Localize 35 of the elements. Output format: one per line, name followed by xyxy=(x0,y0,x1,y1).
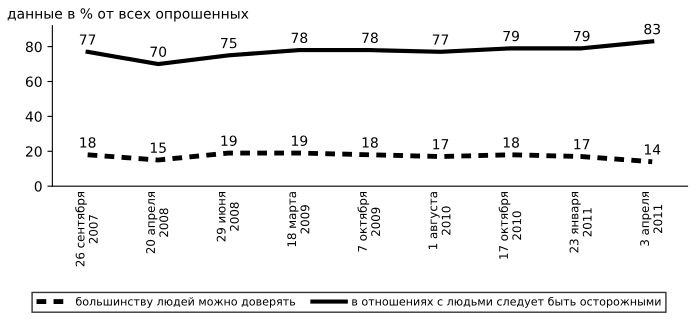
data-label: 77 xyxy=(80,34,96,45)
data-label: 19 xyxy=(292,135,308,146)
data-label: 79 xyxy=(574,30,590,42)
x-tick-label: 23 января 2011 xyxy=(570,192,592,253)
data-label: 18 xyxy=(362,137,378,148)
y-tick-label: 0 xyxy=(34,181,42,192)
data-label: 17 xyxy=(574,139,590,150)
legend-label: в отношениях с людьми следует быть осторожными xyxy=(352,296,660,308)
data-label: 19 xyxy=(221,135,237,146)
data-label: 17 xyxy=(433,139,448,150)
data-label: 18 xyxy=(504,137,519,148)
data-label: 77 xyxy=(432,34,448,45)
data-label: 18 xyxy=(80,137,96,148)
legend-label: большинству людей можно доверять xyxy=(76,296,296,308)
y-tick-label: 80 xyxy=(26,42,42,52)
y-tick-label: 60 xyxy=(26,76,42,87)
data-label: 78 xyxy=(362,32,378,44)
data-label: 14 xyxy=(644,144,660,155)
data-label: 75 xyxy=(221,38,236,48)
data-label: 83 xyxy=(644,24,660,34)
data-label: 78 xyxy=(292,32,308,44)
chart-title: данные в % от всех опрошенных xyxy=(8,8,248,22)
x-tick-label: 17 октября 2010 xyxy=(498,192,522,259)
x-tick-label: 20 апреля 2008 xyxy=(146,192,168,254)
x-tick-label: 1 августа 2010 xyxy=(428,192,451,249)
x-tick-label: 7 октября 2009 xyxy=(358,192,380,252)
data-label: 70 xyxy=(150,46,166,58)
x-tick-label: 26 сентября 2007 xyxy=(75,192,98,266)
x-tick-label: 29 июня 2008 xyxy=(216,192,239,242)
y-tick-label: 20 xyxy=(26,146,42,157)
data-label: 15 xyxy=(150,142,166,153)
data-label: 79 xyxy=(503,30,519,42)
x-tick-label: 18 марта 2009 xyxy=(287,192,310,246)
y-tick-label: 40 xyxy=(26,111,42,122)
x-tick-label: 3 апреля 2011 xyxy=(640,192,662,246)
